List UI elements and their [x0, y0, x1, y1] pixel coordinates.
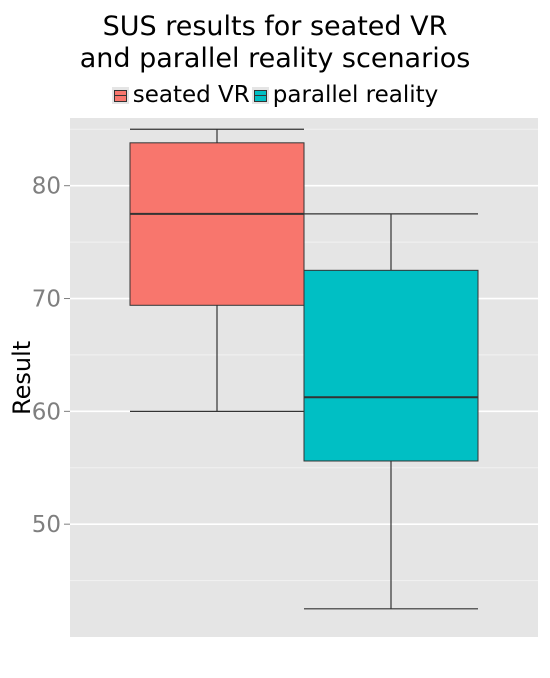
chart-title-line-2: and parallel reality scenarios	[79, 43, 471, 74]
legend-label-parallel-reality: parallel reality	[272, 82, 439, 108]
legend-item-parallel-reality: parallel reality	[251, 82, 439, 108]
legend-key-parallel-reality	[251, 86, 269, 104]
chart-title-line-1: SUS results for seated VR	[102, 11, 448, 42]
box-seated-vr	[129, 142, 305, 306]
y-tick-label: 70	[32, 287, 61, 313]
y-tick-label: 80	[32, 174, 61, 200]
legend-key-seated-vr	[111, 86, 129, 104]
legend-item-seated-vr: seated VR	[111, 82, 250, 108]
legend: seated VR parallel reality	[0, 82, 550, 108]
y-tick-label: 50	[32, 512, 61, 538]
legend-label-seated-vr: seated VR	[132, 82, 250, 108]
box-parallel-reality	[303, 269, 479, 462]
y-tick-label: 60	[32, 399, 61, 425]
